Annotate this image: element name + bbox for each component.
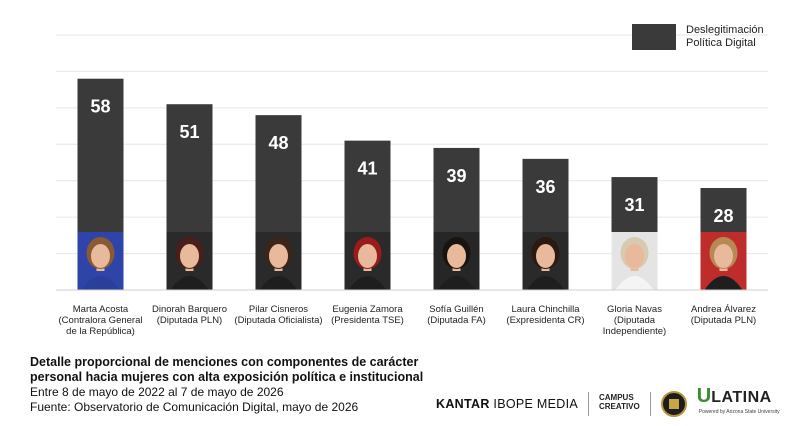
category-label-line: Independiente) xyxy=(603,326,666,337)
seal-logo-icon xyxy=(660,391,687,417)
portrait-shoulders xyxy=(170,276,209,290)
category-label-line: Laura Chinchilla xyxy=(511,304,580,315)
category-label-line: Dinorah Barquero xyxy=(152,304,227,315)
portrait-shoulders xyxy=(704,276,743,290)
category-label-line: de la República) xyxy=(66,326,135,337)
caption-title-line1: Detalle proporcional de menciones con co… xyxy=(30,355,419,369)
portrait-face xyxy=(714,244,733,268)
category-label-line: Marta Acosta xyxy=(73,304,129,315)
caption-title-line2: personal hacia mujeres con alta exposici… xyxy=(30,370,424,384)
logo-divider xyxy=(649,392,651,416)
data-label: 36 xyxy=(535,177,555,197)
portrait-face xyxy=(358,244,377,268)
legend: Deslegitimación Política Digital xyxy=(632,24,782,50)
portrait-shoulders xyxy=(81,276,120,290)
bar-chart: 58 Marta Acosta (Contralora General de la R… xyxy=(56,34,768,337)
data-label: 48 xyxy=(268,133,288,153)
category-label-line: Pilar Cisneros xyxy=(249,304,308,315)
portrait-face xyxy=(180,244,199,268)
category-label: Pilar Cisneros (Diputada Oficialista) xyxy=(234,304,322,326)
category-label: Andrea Álvarez (Diputada PLN) xyxy=(691,304,756,326)
portrait-face xyxy=(536,244,555,268)
data-label: 51 xyxy=(179,122,199,142)
data-label: 58 xyxy=(90,97,110,117)
category-label: Gloria Navas (Diputada Independiente) xyxy=(603,304,666,337)
date-range: Entre 8 de mayo de 2022 al 7 de mayo de … xyxy=(30,385,284,399)
portrait-shoulders xyxy=(526,276,565,290)
category-label-line: Eugenia Zamora xyxy=(332,304,403,315)
legend-swatch xyxy=(632,24,676,50)
category-label-line: (Diputada PLN) xyxy=(157,315,222,326)
campus-tagline xyxy=(599,411,640,416)
portrait-face xyxy=(447,244,466,268)
category-label-line: (Diputada PLN) xyxy=(691,315,756,326)
kantar-logo-bold: KANTAR xyxy=(436,397,490,411)
category-label: Laura Chinchilla (Expresidenta CR) xyxy=(506,304,584,326)
source-note: Fuente: Observatorio de Comunicación Dig… xyxy=(30,400,359,414)
legend-label: Deslegitimación Política Digital xyxy=(686,24,782,50)
campus-line1: CAMPUS xyxy=(599,392,634,402)
data-label: 28 xyxy=(713,206,733,226)
category-label: Eugenia Zamora (Presidenta TSE) xyxy=(331,304,404,326)
category-label-line: Gloria Navas xyxy=(607,304,662,315)
logo-divider xyxy=(588,392,589,416)
sponsor-logos: KANTAR IBOPE MEDIA CAMPUS CREATIVO ULATI… xyxy=(436,384,786,424)
category-label: Sofía Guillén (Diputada FA) xyxy=(427,304,486,326)
legend-label-line2: Política Digital xyxy=(686,37,756,49)
category-label-line: Sofía Guillén xyxy=(429,304,483,315)
kantar-logo: KANTAR IBOPE MEDIA xyxy=(436,397,578,411)
chart-caption-title: Detalle proporcional de menciones con co… xyxy=(30,355,450,385)
ulatina-tagline: Powered by Arizona State University xyxy=(698,409,780,415)
ulatina-u: U xyxy=(696,385,712,407)
campus-line2: CREATIVO xyxy=(599,401,640,411)
portrait-face xyxy=(91,244,110,268)
chart-caption-details: Entre 8 de mayo de 2022 al 7 de mayo de … xyxy=(30,385,358,415)
portrait-face xyxy=(625,244,644,268)
portrait-shoulders xyxy=(259,276,298,290)
category-label-line: (Diputada Oficialista) xyxy=(234,315,322,326)
portrait-shoulders xyxy=(437,276,476,290)
ulatina-rest: LATINA xyxy=(711,389,772,406)
portrait-shoulders xyxy=(615,276,654,290)
data-label: 39 xyxy=(446,166,466,186)
portrait-face xyxy=(269,244,288,268)
category-label: Dinorah Barquero (Diputada PLN) xyxy=(152,304,227,326)
legend-label-line1: Deslegitimación xyxy=(686,24,764,36)
category-label-line: (Contralora General xyxy=(59,315,143,326)
category-label-line: (Diputada FA) xyxy=(427,315,486,326)
category-label-line: (Presidenta TSE) xyxy=(331,315,404,326)
category-label-line: (Expresidenta CR) xyxy=(506,315,584,326)
kantar-logo-rest: IBOPE MEDIA xyxy=(489,397,578,411)
ulatina-logo: ULATINA Powered by Arizona State Univers… xyxy=(697,386,780,419)
category-label: Marta Acosta (Contralora General de la Rep… xyxy=(59,304,143,337)
data-label: 31 xyxy=(624,195,644,215)
category-label-line: Andrea Álvarez xyxy=(691,304,756,315)
portrait-shoulders xyxy=(348,276,387,290)
category-label-line: (Diputada xyxy=(614,315,656,326)
data-label: 41 xyxy=(357,159,377,179)
campus-creativo-logo: CAMPUS CREATIVO xyxy=(599,393,640,416)
